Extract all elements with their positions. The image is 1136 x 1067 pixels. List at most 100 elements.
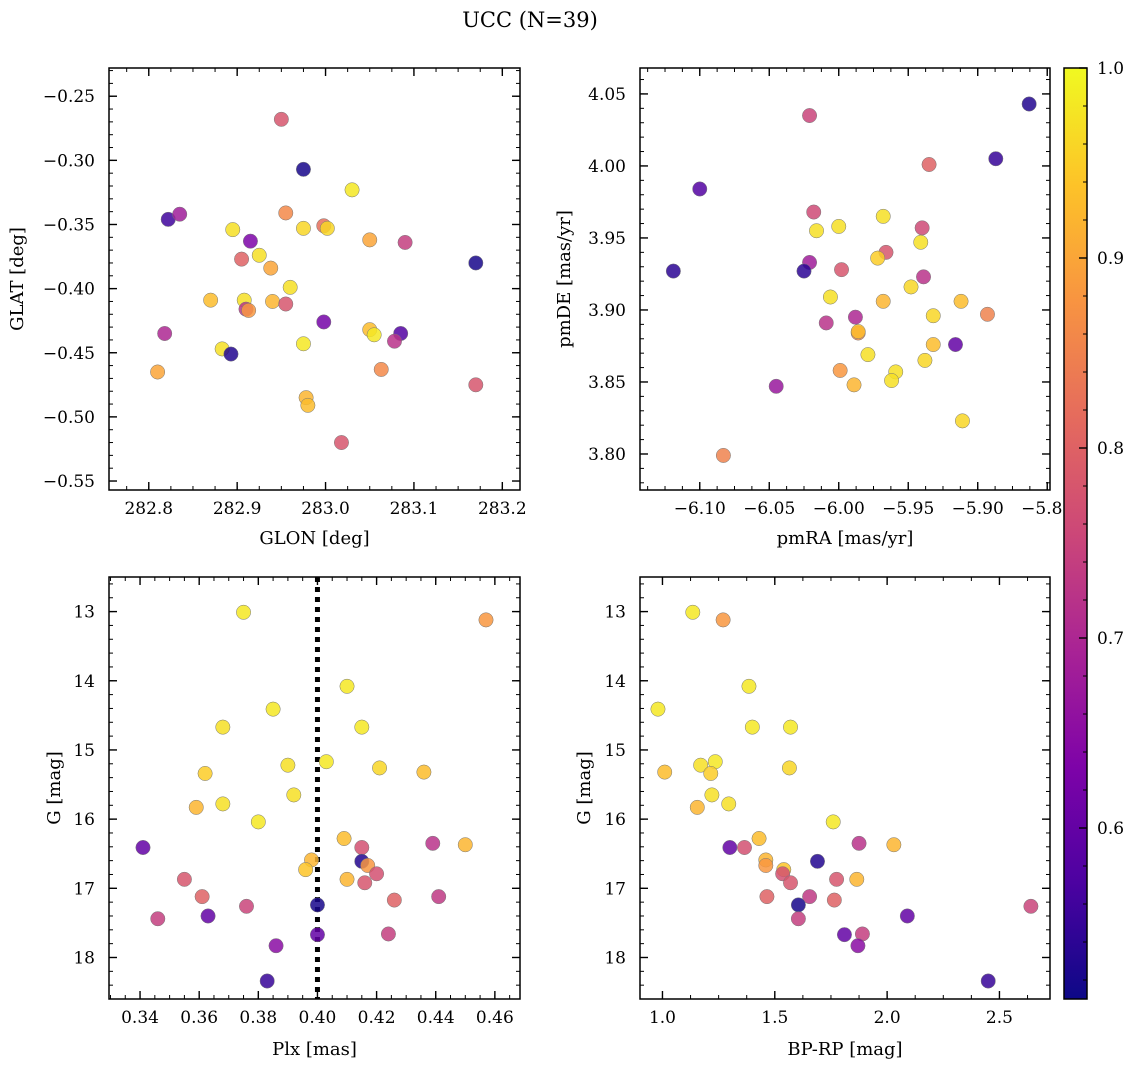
scatter-point bbox=[188, 799, 204, 815]
scatter-point bbox=[242, 233, 258, 249]
scatter-point bbox=[758, 858, 774, 873]
scatter-point bbox=[194, 889, 210, 905]
y-tick-label: 14 bbox=[73, 672, 95, 692]
scatter-point bbox=[239, 898, 254, 914]
scatter-point bbox=[953, 293, 969, 309]
scatter-point bbox=[831, 218, 847, 234]
x-tick-label: −5.85 bbox=[1021, 499, 1073, 519]
y-tick-label: −0.35 bbox=[43, 215, 95, 235]
scatter-point bbox=[916, 269, 931, 285]
scatter-point bbox=[980, 973, 996, 989]
scatter-point bbox=[685, 604, 701, 620]
axes-frame bbox=[108, 576, 521, 1000]
scatter-point bbox=[790, 897, 806, 913]
y-tick-label: −0.25 bbox=[43, 87, 95, 107]
scatter-point bbox=[373, 361, 389, 377]
scatter-point bbox=[790, 911, 806, 927]
scatter-point bbox=[899, 908, 915, 924]
scatter-point bbox=[721, 796, 737, 812]
scatter-point bbox=[850, 324, 866, 340]
scatter-point bbox=[704, 787, 720, 803]
ticks-layer: 282.8 282.9 283.0 283.1 283.2 −0.55 −0.50 −0.45… bbox=[43, 68, 527, 519]
scatter-point bbox=[689, 799, 705, 815]
points-layer bbox=[665, 96, 1037, 463]
scatter-point bbox=[693, 757, 709, 773]
scatter-point bbox=[741, 678, 757, 694]
scatter-point bbox=[692, 181, 708, 197]
scatter-point bbox=[825, 814, 841, 830]
y-tick-label: 3.95 bbox=[588, 229, 626, 249]
scatter-point bbox=[263, 260, 279, 276]
scatter-point bbox=[265, 701, 281, 717]
colorbar-tick-label: 0.9 bbox=[1097, 249, 1124, 269]
x-tick-label: 283.2 bbox=[478, 499, 527, 519]
scatter-point bbox=[836, 927, 852, 943]
x-tick-label: −6.05 bbox=[743, 499, 795, 519]
scatter-point bbox=[280, 757, 296, 773]
scatter-point bbox=[809, 223, 824, 239]
scatter-point bbox=[225, 222, 241, 238]
scatter-point bbox=[781, 760, 797, 776]
scatter-point bbox=[796, 263, 812, 279]
scatter-point bbox=[849, 871, 865, 887]
x-tick-label: 282.8 bbox=[124, 499, 173, 519]
scatter-point bbox=[203, 292, 219, 308]
x-tick-label: 0.36 bbox=[180, 1008, 218, 1028]
colorbar-tick-label: 1.0 bbox=[1097, 59, 1124, 79]
scatter-point bbox=[296, 220, 311, 236]
y-tick-label: −0.50 bbox=[43, 408, 95, 428]
panel-glon-glat: 282.8 282.9 283.0 283.1 283.2 −0.55 −0.50 −0.45… bbox=[7, 67, 527, 549]
y-tick-label: 13 bbox=[604, 603, 626, 623]
scatter-point bbox=[860, 347, 876, 363]
y-tick-label: −0.55 bbox=[43, 472, 95, 492]
scatter-point bbox=[339, 871, 355, 887]
y-tick-label: 15 bbox=[604, 741, 626, 761]
scatter-point bbox=[172, 206, 188, 222]
scatter-point bbox=[875, 208, 891, 224]
scatter-point bbox=[354, 840, 370, 855]
scatter-point bbox=[913, 234, 929, 250]
scatter-point bbox=[1023, 898, 1039, 914]
scatter-point bbox=[234, 251, 250, 267]
scatter-point bbox=[334, 435, 349, 450]
scatter-point bbox=[851, 835, 867, 851]
scatter-point bbox=[722, 840, 738, 855]
y-axis-label: GLAT [deg] bbox=[7, 227, 28, 331]
x-tick-label: −5.90 bbox=[952, 499, 1004, 519]
scatter-point bbox=[387, 333, 402, 349]
y-tick-label: 3.80 bbox=[588, 445, 626, 465]
y-tick-label: −0.30 bbox=[43, 151, 95, 171]
scatter-point bbox=[431, 889, 447, 905]
x-tick-label: −5.95 bbox=[882, 499, 934, 519]
x-tick-label: 2.0 bbox=[874, 1008, 901, 1028]
plot-area-background bbox=[640, 68, 1050, 490]
colorbar-tick-label: 0.7 bbox=[1097, 629, 1124, 649]
scatter-point bbox=[176, 871, 192, 887]
colorbar: 0.6 0.7 0.8 0.9 1.0 bbox=[1063, 59, 1124, 1000]
scatter-point bbox=[300, 397, 316, 413]
y-tick-label: 14 bbox=[604, 672, 626, 692]
y-tick-label: 17 bbox=[604, 879, 626, 899]
figure-title: UCC (N=39) bbox=[462, 8, 598, 32]
scatter-point bbox=[810, 853, 825, 869]
scatter-point bbox=[310, 897, 325, 913]
ticks-layer: 1.0 1.5 2.0 2.5 13 14 15 16 17 18 bbox=[604, 577, 1050, 1028]
scatter-point bbox=[296, 336, 311, 352]
colorbar-gradient bbox=[1064, 68, 1087, 999]
y-tick-label: 16 bbox=[73, 810, 95, 830]
axes-frame bbox=[108, 67, 521, 491]
x-tick-label: 2.5 bbox=[986, 1008, 1013, 1028]
y-tick-label: 4.05 bbox=[588, 85, 626, 105]
scatter-point bbox=[318, 754, 334, 770]
scatter-point bbox=[846, 377, 862, 393]
ticks-layer: 0.34 0.36 0.38 0.40 0.42 0.44 0.46 13 14 15 16 17 18 bbox=[73, 577, 520, 1028]
y-axis-label: G [mag] bbox=[574, 751, 595, 824]
x-axis-label: pmRA [mas/yr] bbox=[777, 528, 914, 549]
scatter-point bbox=[925, 308, 941, 324]
scatter-point bbox=[925, 337, 941, 352]
panel-pmra-pmde: −6.10 −6.05 −6.00 −5.95 −5.90 −5.85 3.80 3.85 3.… bbox=[554, 67, 1073, 549]
y-axis-label: pmDE [mas/yr] bbox=[554, 210, 575, 348]
scatter-point bbox=[354, 719, 370, 735]
x-tick-label: 282.9 bbox=[213, 499, 262, 519]
scatter-point bbox=[150, 911, 166, 927]
